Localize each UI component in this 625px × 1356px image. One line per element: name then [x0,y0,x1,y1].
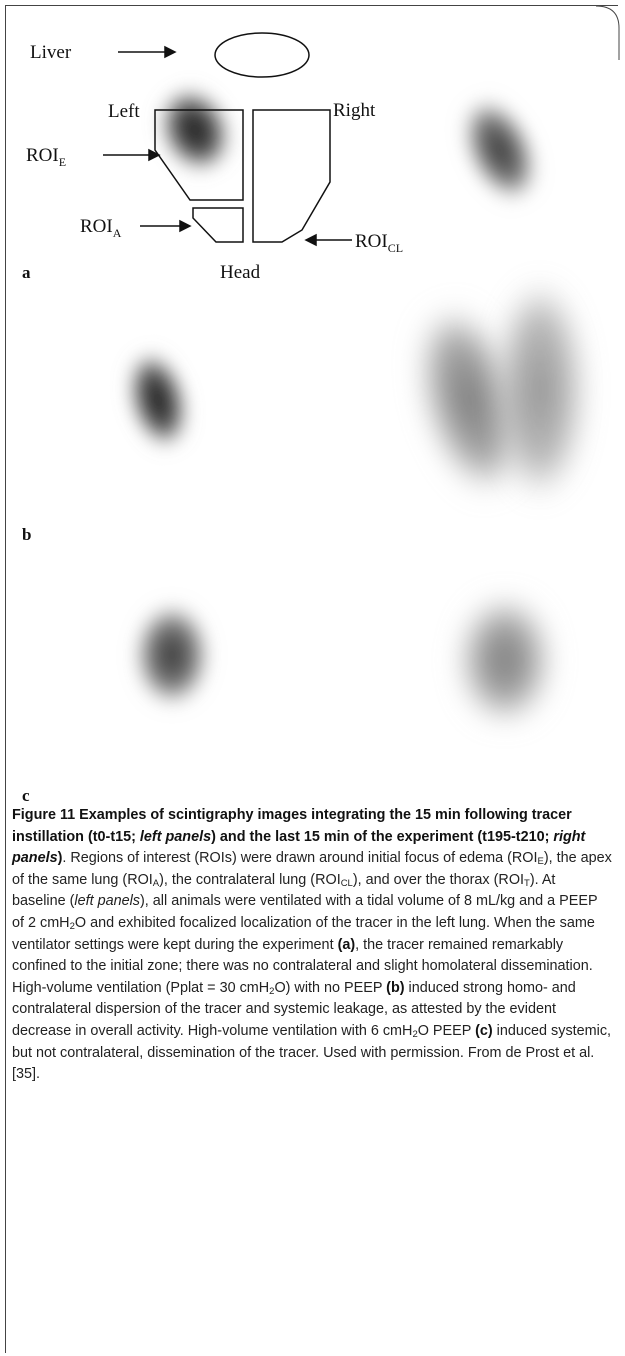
caption-text: ) [57,850,63,867]
label-roi-e: ROIE [26,145,66,169]
label-left: Left [108,101,140,122]
caption-text: (b) [386,979,405,996]
caption: Figure 11 Examples of scintigraphy image… [12,805,612,1086]
caption-sub: CL [340,877,353,889]
caption-text: left panels [139,828,212,845]
label-sub: CL [388,241,403,255]
caption-text: ). At baseline ( [12,871,556,910]
caption-sub: E [537,856,544,868]
caption-sub: 2 [412,1028,418,1040]
caption-text: ), and over the thorax (ROI [352,871,525,888]
caption-text: O) with no PEEP [274,979,387,996]
label-text: ROI [355,231,388,252]
label-right: Right [333,100,376,121]
panel-c-images [134,598,550,722]
panel-letter: b [22,525,31,544]
label-sub: E [59,155,66,169]
caption-text: Figure 11 Examples of scintigraphy image… [12,807,572,845]
caption-sub: 2 [269,985,275,997]
panel-b-images [128,280,585,500]
panel-a-images [159,87,538,202]
panel-letter: c [22,786,30,805]
caption-text: (a) [337,936,356,953]
label-roi-a: ROIA [80,216,122,240]
label-roi-cl: ROICL [355,231,403,255]
caption-text: . Regions of interest (ROIs) were drawn … [62,850,538,867]
label-head: Head [220,262,261,283]
caption-text: induced systemic, but not contralateral,… [12,1022,612,1083]
caption-text: O PEEP [417,1022,476,1039]
label-text: ROI [26,145,59,166]
panel-letter: a [22,263,31,282]
label-sub: A [113,226,122,240]
caption-sub: A [152,877,160,889]
frame-corner [595,5,620,60]
caption-text: right panels [12,828,586,867]
caption-text: left panels [74,893,141,910]
caption-text: , the tracer remained remarkably confine… [12,936,593,996]
label-text: ROI [80,216,113,237]
caption-sub: 2 [69,920,75,932]
caption-text: ) and the last 15 min of the experiment … [211,828,554,845]
roi-diagram [103,32,352,247]
caption-sub: T [524,877,530,889]
caption-text: induced strong homo- and contralateral d… [12,979,576,1039]
caption-text: ), the contralateral lung (ROI [159,871,341,888]
caption-text: O and exhibited focalized localization o… [12,914,595,953]
figure-frame [5,5,618,1353]
figure: Liver Left Right ROIE ROIA ROICL Head a … [22,5,620,805]
caption-text: (c) [475,1022,493,1039]
caption-text: ), all animals were ventilated with a ti… [12,893,598,931]
label-liver: Liver [30,42,72,63]
caption-text: ), the apex of the same lung (ROI [12,850,612,888]
